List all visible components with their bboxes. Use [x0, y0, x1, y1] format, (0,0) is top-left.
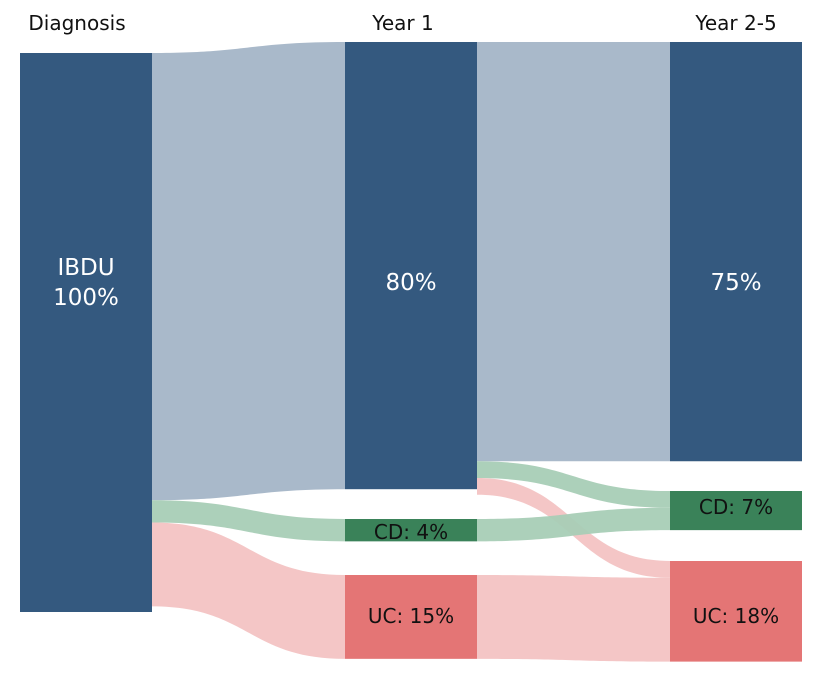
sankey-nodes	[20, 42, 802, 662]
link-ibdu1-to-cd2	[477, 461, 670, 508]
column-labels: Diagnosis Year 1 Year 2-5	[28, 11, 776, 35]
sankey-links	[152, 42, 670, 662]
node-ibdu0	[20, 53, 152, 612]
node-label-uc1: UC: 15%	[368, 604, 454, 628]
node-uc2	[670, 561, 802, 662]
column-label-0: Diagnosis	[28, 11, 125, 35]
link-cd1-to-cd2	[477, 507, 670, 542]
link-ibdu1-to-ibdu2	[477, 42, 670, 462]
node-label-cd2: CD: 7%	[699, 495, 773, 519]
link-uc1-to-uc2	[477, 575, 670, 662]
link-ibdu0-to-cd1	[152, 500, 345, 542]
node-label-ibdu0-line-0: IBDU	[57, 255, 114, 281]
node-uc1	[345, 575, 477, 659]
node-label-cd1: CD: 4%	[374, 520, 448, 544]
link-ibdu0-to-uc1	[152, 522, 345, 659]
node-cd1	[345, 519, 477, 542]
node-cd2	[670, 491, 802, 531]
node-label-ibdu2: 75%	[710, 270, 761, 296]
node-labels: IBDU 100% 80% CD: 4% UC: 15% 75% CD: 7% UC: 18%	[53, 255, 779, 628]
node-label-ibdu0-line-1: 100%	[53, 285, 119, 311]
node-ibdu2	[670, 42, 802, 462]
link-ibdu0-to-ibdu1	[152, 42, 345, 501]
node-label-uc2: UC: 18%	[693, 604, 779, 628]
column-label-1: Year 1	[371, 11, 433, 35]
node-ibdu1	[345, 42, 477, 490]
node-label-ibdu1: 80%	[385, 270, 436, 296]
column-label-2: Year 2-5	[694, 11, 776, 35]
